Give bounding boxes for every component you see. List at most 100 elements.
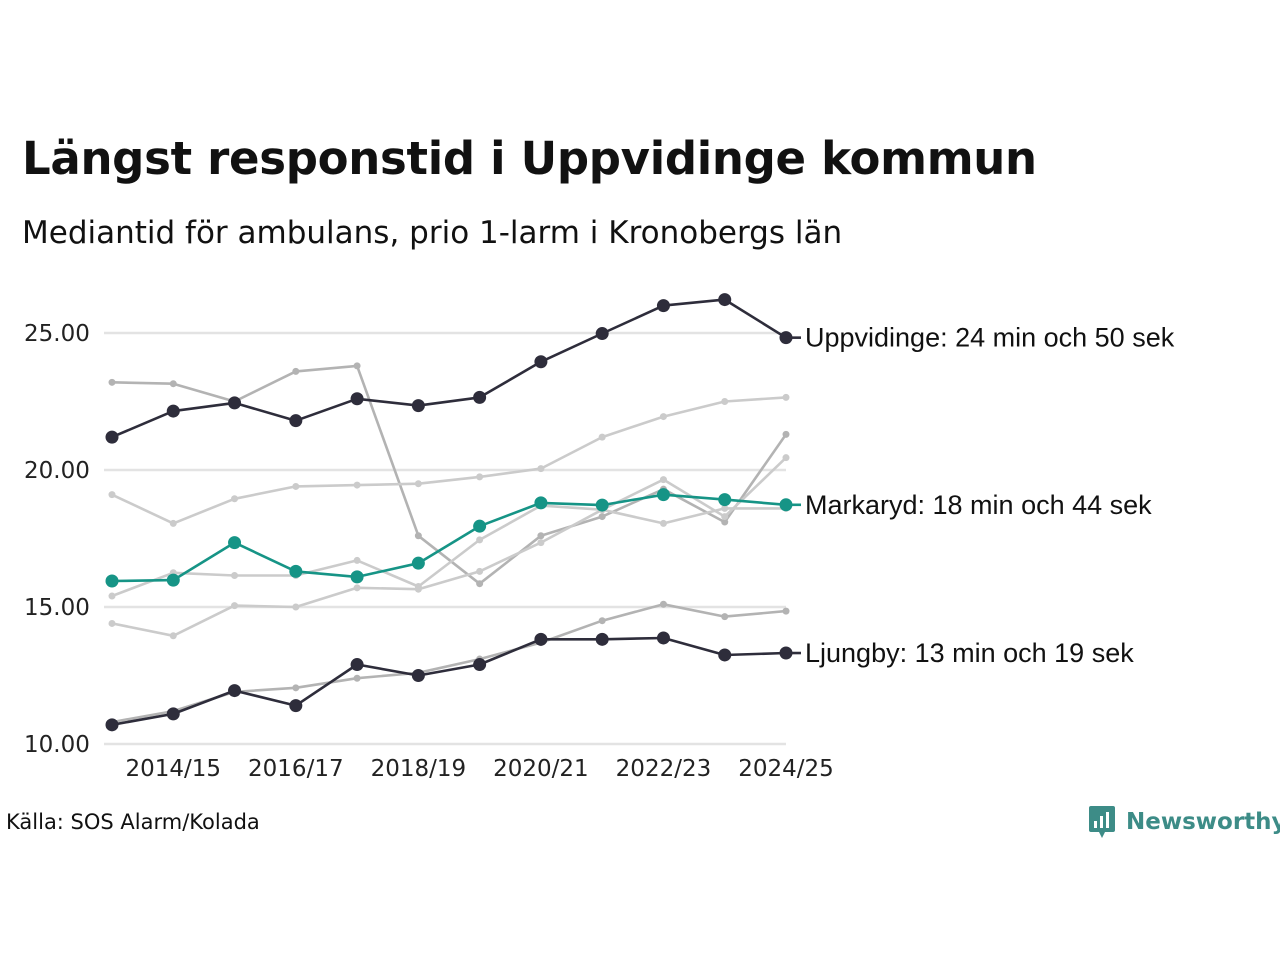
data-point bbox=[105, 718, 119, 732]
data-point bbox=[598, 617, 606, 625]
data-point bbox=[414, 480, 422, 488]
data-point bbox=[721, 613, 729, 621]
data-point bbox=[292, 482, 300, 490]
series-uppvidinge bbox=[105, 293, 793, 444]
series-övrig-kommun-e bbox=[108, 600, 790, 726]
series-end-label: Uppvidinge: 24 min och 50 sek bbox=[805, 323, 1175, 353]
data-point bbox=[659, 600, 667, 608]
data-point bbox=[231, 571, 239, 579]
data-point bbox=[289, 564, 303, 578]
data-point bbox=[537, 539, 545, 547]
data-point bbox=[292, 684, 300, 692]
axis-labels: 10.00 15.00 20.00 25.00 2014/15 2016/17 2018/1… bbox=[24, 321, 834, 782]
data-point bbox=[656, 299, 670, 313]
data-point bbox=[411, 399, 425, 413]
data-point bbox=[166, 404, 180, 418]
brand-logo: Newsworthy bbox=[1088, 804, 1280, 840]
series-line bbox=[111, 456, 787, 598]
data-point bbox=[782, 393, 790, 401]
series-övrig-kommun-d bbox=[108, 504, 790, 640]
data-point bbox=[169, 632, 177, 640]
series-end-label: Markaryd: 18 min och 44 sek bbox=[805, 490, 1152, 520]
chart-title: Längst responstid i Uppvidinge kommun bbox=[22, 132, 1037, 185]
data-point bbox=[353, 362, 361, 370]
data-point bbox=[411, 556, 425, 570]
data-point bbox=[108, 491, 116, 499]
series-line bbox=[111, 396, 787, 525]
data-point bbox=[228, 684, 242, 698]
data-point bbox=[105, 430, 119, 444]
series-end-labels: Markaryd: 18 min och 44 sek Ljungby: 13 m… bbox=[786, 323, 1175, 668]
data-point bbox=[108, 378, 116, 386]
data-point bbox=[595, 498, 609, 512]
chart-subtitle: Mediantid för ambulans, prio 1-larm i Kr… bbox=[22, 215, 843, 251]
series-övrig-kommun-c bbox=[108, 454, 790, 600]
x-tick-label: 2016/17 bbox=[248, 756, 344, 782]
x-tick-label: 2024/25 bbox=[738, 756, 834, 782]
y-tick-label: 25.00 bbox=[24, 321, 90, 347]
data-point bbox=[659, 519, 667, 527]
data-point bbox=[353, 556, 361, 564]
series-lines bbox=[105, 293, 793, 732]
data-point bbox=[595, 632, 609, 646]
data-point bbox=[721, 518, 729, 526]
data-point bbox=[656, 631, 670, 645]
x-tick-label: 2020/21 bbox=[493, 756, 589, 782]
data-point bbox=[414, 532, 422, 540]
data-point bbox=[166, 707, 180, 721]
series-end-label: Ljungby: 13 min och 19 sek bbox=[805, 638, 1134, 668]
data-point bbox=[473, 390, 487, 404]
data-point bbox=[718, 493, 732, 507]
data-point bbox=[292, 603, 300, 611]
data-point bbox=[169, 519, 177, 527]
data-point bbox=[105, 574, 119, 588]
data-point bbox=[721, 513, 729, 521]
brand-name: Newsworthy bbox=[1126, 809, 1280, 835]
series-line bbox=[111, 298, 787, 439]
series-line bbox=[111, 507, 786, 638]
data-point bbox=[473, 658, 487, 672]
data-point bbox=[598, 433, 606, 441]
data-point bbox=[476, 567, 484, 575]
data-point bbox=[534, 355, 548, 369]
data-point bbox=[473, 519, 487, 533]
data-point bbox=[721, 504, 729, 512]
data-point bbox=[166, 573, 180, 587]
x-tick-label: 2022/23 bbox=[616, 756, 712, 782]
data-point bbox=[718, 648, 732, 662]
y-tick-label: 10.00 bbox=[24, 732, 90, 758]
data-point bbox=[782, 430, 790, 438]
y-tick-label: 20.00 bbox=[24, 458, 90, 484]
data-point bbox=[353, 674, 361, 682]
data-point bbox=[782, 607, 790, 615]
data-point bbox=[350, 658, 364, 672]
series-line bbox=[111, 364, 788, 586]
data-point bbox=[534, 632, 548, 646]
data-point bbox=[108, 592, 116, 600]
data-point bbox=[656, 488, 670, 502]
data-point bbox=[292, 367, 300, 375]
data-point bbox=[350, 392, 364, 406]
series-line bbox=[111, 602, 787, 724]
data-point bbox=[414, 585, 422, 593]
data-point bbox=[228, 396, 242, 410]
data-point bbox=[476, 536, 484, 544]
data-point bbox=[289, 699, 303, 713]
series-ljungby bbox=[105, 631, 793, 732]
data-point bbox=[350, 570, 364, 584]
series-line bbox=[111, 493, 787, 583]
data-point bbox=[721, 398, 729, 405]
data-point bbox=[476, 580, 484, 588]
data-point bbox=[718, 293, 732, 307]
data-point bbox=[659, 476, 667, 484]
data-point bbox=[476, 473, 484, 481]
data-point bbox=[782, 454, 790, 462]
series-övrig-kommun-b bbox=[108, 393, 790, 527]
data-point bbox=[411, 669, 425, 682]
x-tick-label: 2014/15 bbox=[125, 756, 221, 782]
data-point bbox=[537, 465, 545, 473]
data-point bbox=[231, 602, 239, 610]
data-point bbox=[537, 532, 545, 540]
series-line bbox=[111, 636, 787, 727]
data-point bbox=[289, 414, 303, 428]
